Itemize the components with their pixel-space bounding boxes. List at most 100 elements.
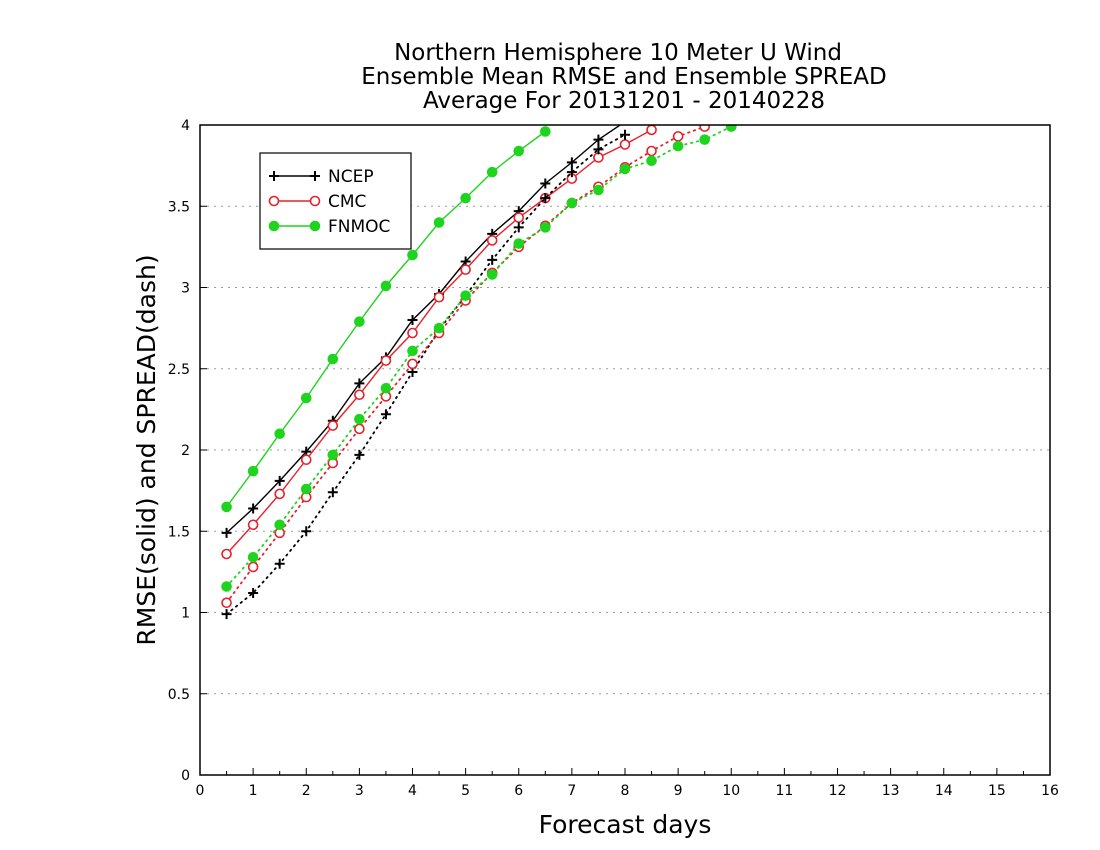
data-point-fnmoc-spread bbox=[699, 134, 710, 145]
series-line-ncep-spread bbox=[225, 133, 626, 616]
data-point-ncep-spread bbox=[274, 558, 285, 569]
data-point-fnmoc-rmse bbox=[354, 316, 365, 327]
y-tick-label-5: 2.5 bbox=[168, 362, 190, 378]
data-point-fnmoc-spread bbox=[247, 551, 259, 563]
data-point-cmc-rmse bbox=[327, 420, 339, 431]
data-point-cmc-rmse bbox=[380, 355, 392, 366]
x-tick-label-8: 8 bbox=[621, 783, 630, 799]
data-point-ncep-spread bbox=[540, 193, 551, 204]
y-axis-label: RMSE(solid) and SPREAD(dash) bbox=[132, 254, 161, 645]
data-point-fnmoc-spread bbox=[460, 290, 471, 301]
series-fnmoc-spread bbox=[221, 125, 737, 592]
data-point-fnmoc-rmse bbox=[247, 465, 259, 477]
grid bbox=[200, 205, 1050, 695]
data-point-cmc-rmse bbox=[407, 327, 418, 339]
title-line-1: Northern Hemisphere 10 Meter U Wind bbox=[394, 40, 842, 66]
data-point-ncep-rmse bbox=[354, 378, 365, 389]
data-point-fnmoc-rmse bbox=[274, 428, 285, 440]
data-point-cmc-spread bbox=[247, 561, 259, 573]
data-point-cmc-rmse bbox=[221, 548, 232, 560]
data-point-fnmoc-rmse bbox=[513, 145, 525, 157]
data-point-fnmoc-spread bbox=[566, 197, 578, 209]
data-point-fnmoc-rmse bbox=[540, 126, 551, 137]
legend-item-cmc: CMC bbox=[268, 192, 366, 212]
data-point-ncep-rmse bbox=[593, 134, 604, 145]
data-point-cmc-rmse bbox=[433, 291, 445, 303]
data-point-cmc-spread bbox=[672, 131, 684, 142]
x-tick-label-5: 5 bbox=[461, 783, 470, 799]
data-point-ncep-spread bbox=[221, 609, 232, 620]
data-point-ncep-spread bbox=[487, 254, 498, 265]
data-point-ncep-rmse bbox=[248, 503, 259, 514]
data-point-fnmoc-spread bbox=[221, 581, 232, 592]
data-point-fnmoc-spread bbox=[672, 140, 684, 152]
data-point-fnmoc-spread bbox=[300, 483, 312, 495]
legend-marker bbox=[268, 195, 280, 207]
x-tick-label-12: 12 bbox=[829, 783, 847, 799]
x-tick-label-11: 11 bbox=[775, 783, 793, 799]
data-point-ncep-rmse bbox=[274, 475, 285, 486]
data-point-cmc-rmse bbox=[646, 125, 657, 136]
x-tick-label-3: 3 bbox=[355, 783, 364, 799]
legend-marker bbox=[309, 195, 321, 207]
y-tick-label-6: 3 bbox=[181, 281, 190, 297]
data-point-ncep-spread bbox=[354, 449, 365, 460]
data-point-cmc-rmse bbox=[274, 488, 285, 500]
x-tick-label-6: 6 bbox=[514, 783, 523, 799]
x-axis: 0 1 2 3 4 5 6 7 8 9 10 11 12 13 14 15 16 bbox=[196, 768, 1059, 799]
data-point-ncep-spread bbox=[593, 144, 604, 155]
data-point-cmc-rmse bbox=[460, 264, 471, 275]
y-tick-label-8: 4 bbox=[181, 118, 190, 134]
chart-title: Northern Hemisphere 10 Meter U Wind Ense… bbox=[361, 40, 886, 114]
data-point-fnmoc-rmse bbox=[433, 217, 445, 228]
data-point-cmc-rmse bbox=[619, 139, 631, 150]
y-tick-label-1: 0.5 bbox=[168, 687, 190, 703]
data-point-fnmoc-spread bbox=[380, 382, 392, 394]
data-point-ncep-rmse bbox=[407, 315, 418, 325]
legend-marker bbox=[310, 171, 320, 181]
y-tick-label-7: 3.5 bbox=[168, 199, 190, 215]
data-point-fnmoc-spread bbox=[327, 449, 339, 461]
data-point-cmc-spread bbox=[646, 145, 657, 157]
legend-item-fnmoc: FNMOC bbox=[268, 217, 390, 237]
data-point-ncep-rmse bbox=[566, 157, 577, 168]
data-point-ncep-spread bbox=[380, 409, 391, 420]
data-point-ncep-rmse bbox=[540, 178, 551, 189]
x-tick-label-7: 7 bbox=[567, 783, 576, 799]
legend-label: NCEP bbox=[328, 167, 374, 187]
legend-marker bbox=[269, 171, 279, 181]
title-line-2: Ensemble Mean RMSE and Ensemble SPREAD bbox=[361, 64, 886, 90]
data-point-cmc-rmse bbox=[354, 389, 365, 401]
data-point-ncep-spread bbox=[513, 222, 524, 233]
series-fnmoc-rmse bbox=[221, 126, 551, 513]
x-tick-label-15: 15 bbox=[988, 783, 1006, 799]
data-point-fnmoc-spread bbox=[725, 125, 737, 132]
title-line-3: Average For 20131201 - 20140228 bbox=[423, 88, 825, 114]
data-point-fnmoc-spread bbox=[407, 345, 418, 357]
data-point-fnmoc-spread bbox=[646, 155, 657, 167]
data-point-ncep-spread bbox=[566, 167, 577, 178]
data-point-fnmoc-spread bbox=[486, 269, 498, 280]
data-point-fnmoc-rmse bbox=[486, 166, 498, 178]
x-tick-label-0: 0 bbox=[196, 783, 205, 799]
legend-item-ncep: NCEP bbox=[269, 167, 374, 187]
y-tick-label-4: 2 bbox=[181, 443, 190, 459]
x-tick-label-14: 14 bbox=[935, 783, 953, 799]
data-point-cmc-rmse bbox=[486, 235, 498, 246]
data-point-cmc-rmse bbox=[300, 454, 312, 466]
x-tick-label-9: 9 bbox=[674, 783, 683, 799]
data-point-cmc-spread bbox=[699, 125, 710, 132]
legend-label: CMC bbox=[328, 192, 366, 212]
data-point-fnmoc-rmse bbox=[300, 392, 312, 404]
data-point-fnmoc-spread bbox=[619, 163, 631, 175]
y-tick-label-3: 1.5 bbox=[168, 524, 190, 540]
legend-marker bbox=[309, 220, 321, 232]
data-point-fnmoc-spread bbox=[593, 184, 604, 196]
data-point-ncep-rmse bbox=[221, 527, 232, 538]
data-point-fnmoc-rmse bbox=[380, 280, 392, 292]
data-point-fnmoc-rmse bbox=[407, 249, 418, 261]
y-tick-label-2: 1 bbox=[181, 606, 190, 622]
data-point-ncep-spread bbox=[248, 588, 259, 598]
legend: NCEP CMC FNMOC bbox=[259, 152, 412, 250]
